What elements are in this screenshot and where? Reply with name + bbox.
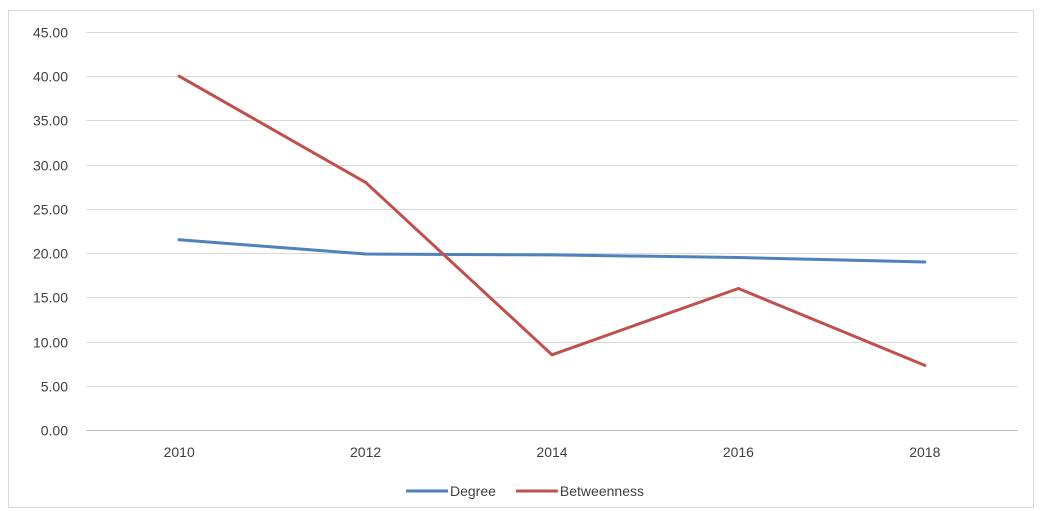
x-tick-label: 2012 — [350, 444, 381, 460]
y-tick-label: 0.00 — [41, 423, 68, 439]
series-lines — [177, 74, 927, 367]
data-point-betweenness — [550, 353, 554, 357]
x-tick-label: 2010 — [164, 444, 195, 460]
data-point-degree — [736, 256, 740, 259]
chart-frame: 0.00 5.00 10.00 15.00 20.00 25.00 30.00 35.00 40… — [8, 10, 1034, 508]
legend: Degree Betweenness — [406, 483, 644, 499]
y-tick-label: 20.00 — [33, 246, 68, 262]
y-tick-label: 45.00 — [33, 25, 68, 41]
y-tick-label: 35.00 — [33, 113, 68, 129]
legend-entry-degree: Degree — [406, 483, 496, 499]
x-tick-label: 2014 — [536, 444, 567, 460]
x-axis-tick-labels: 2010 2012 2014 2016 2018 — [164, 444, 941, 460]
y-tick-label: 30.00 — [33, 158, 68, 174]
line-chart: 0.00 5.00 10.00 15.00 20.00 25.00 30.00 35.00 40… — [33, 25, 1018, 499]
series-line-betweenness — [177, 74, 927, 367]
data-point-betweenness — [923, 363, 927, 367]
data-point-degree — [550, 253, 554, 257]
legend-label: Betweenness — [560, 483, 644, 499]
x-tick-label: 2018 — [909, 444, 940, 460]
legend-label: Degree — [450, 483, 496, 499]
y-axis-tick-labels: 0.00 5.00 10.00 15.00 20.00 25.00 30.00 35.00 40… — [33, 25, 68, 439]
data-point-degree — [177, 238, 181, 242]
data-point-degree — [364, 252, 368, 256]
data-point-betweenness — [177, 74, 181, 78]
series-line-degree — [177, 238, 927, 264]
data-point-betweenness — [364, 180, 368, 184]
data-point-betweenness — [736, 287, 740, 290]
y-tick-label: 25.00 — [33, 202, 68, 218]
y-tick-label: 40.00 — [33, 69, 68, 85]
x-tick-label: 2016 — [723, 444, 754, 460]
y-tick-label: 10.00 — [33, 335, 68, 351]
gridlines — [86, 32, 1018, 431]
y-tick-label: 5.00 — [41, 379, 68, 395]
legend-entry-betweenness: Betweenness — [515, 483, 644, 499]
y-tick-label: 15.00 — [33, 290, 68, 306]
data-point-degree — [923, 260, 927, 264]
